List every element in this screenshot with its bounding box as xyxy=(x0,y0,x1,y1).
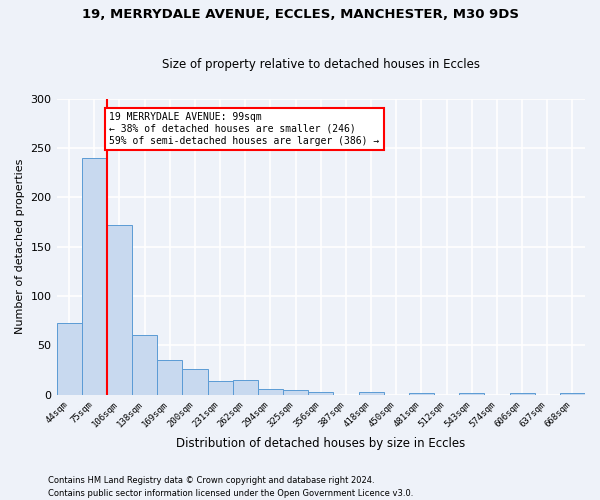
Bar xyxy=(258,388,283,394)
Text: Contains HM Land Registry data © Crown copyright and database right 2024.
Contai: Contains HM Land Registry data © Crown c… xyxy=(48,476,413,498)
Bar xyxy=(233,380,258,394)
Text: 19 MERRYDALE AVENUE: 99sqm
← 38% of detached houses are smaller (246)
59% of sem: 19 MERRYDALE AVENUE: 99sqm ← 38% of deta… xyxy=(109,112,380,146)
X-axis label: Distribution of detached houses by size in Eccles: Distribution of detached houses by size … xyxy=(176,437,466,450)
Bar xyxy=(182,369,208,394)
Bar xyxy=(132,336,157,394)
Bar xyxy=(459,392,484,394)
Bar xyxy=(208,381,233,394)
Bar xyxy=(560,392,585,394)
Text: 19, MERRYDALE AVENUE, ECCLES, MANCHESTER, M30 9DS: 19, MERRYDALE AVENUE, ECCLES, MANCHESTER… xyxy=(82,8,518,20)
Bar xyxy=(308,392,334,394)
Bar xyxy=(283,390,308,394)
Bar xyxy=(82,158,107,394)
Bar xyxy=(359,392,383,394)
Y-axis label: Number of detached properties: Number of detached properties xyxy=(15,159,25,334)
Bar xyxy=(56,322,82,394)
Bar xyxy=(157,360,182,394)
Bar xyxy=(409,392,434,394)
Title: Size of property relative to detached houses in Eccles: Size of property relative to detached ho… xyxy=(162,58,480,71)
Bar xyxy=(107,225,132,394)
Bar xyxy=(509,392,535,394)
